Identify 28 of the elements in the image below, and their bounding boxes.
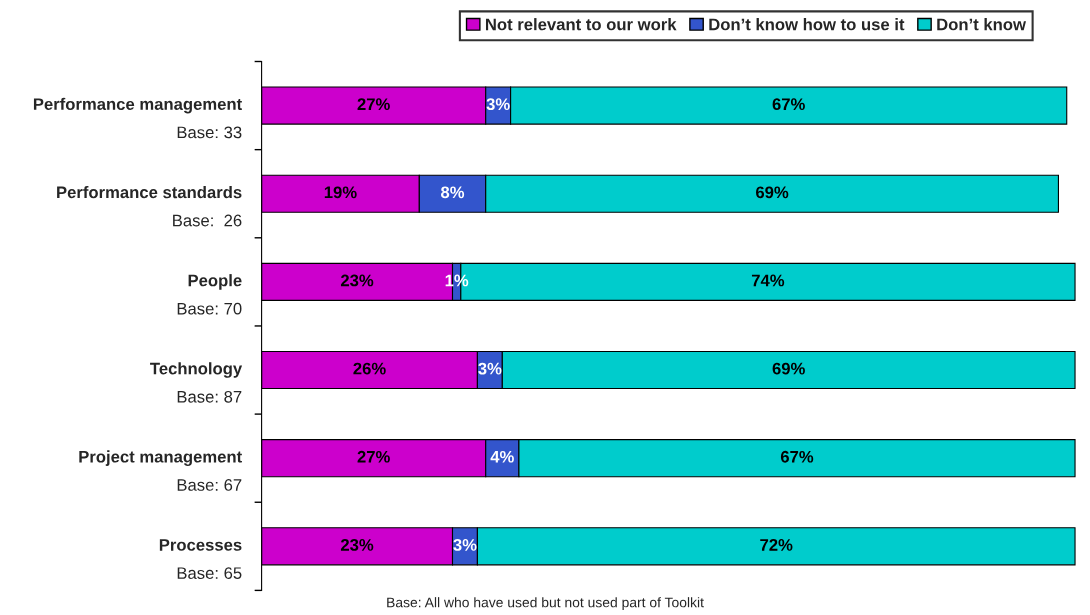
data-label: 23% — [340, 274, 374, 287]
data-label: 27% — [357, 450, 390, 463]
legend-label: Don’t know — [937, 18, 1026, 31]
y-tick-label: Performance management Base: 33 — [33, 97, 242, 139]
data-label: 69% — [772, 362, 805, 375]
y-tick-label: Performance standards Base: 26 — [57, 185, 242, 227]
data-label: 67% — [772, 98, 805, 111]
data-label: 26% — [353, 362, 386, 375]
data-label: 3% — [486, 98, 510, 111]
data-label: 3% — [453, 539, 477, 551]
text: Base: All who have used but not used part of Toolkit — [387, 597, 704, 611]
data-label: 27% — [357, 98, 390, 111]
legend-label: Not relevant to our work — [485, 18, 677, 31]
y-tick-label: Processes Base: 65 — [159, 539, 242, 580]
data-label: 8% — [440, 186, 465, 199]
y-tick-label: People Base: 70 — [177, 274, 242, 315]
y-tick-label: Technology Base: 87 — [150, 362, 243, 403]
legend-label: Don’t know how to use it — [709, 18, 905, 31]
data-label: 72% — [760, 539, 793, 551]
data-label: 19% — [324, 186, 357, 199]
data-label: 69% — [756, 186, 789, 199]
y-tick-label: Project management Base: 67 — [79, 450, 242, 491]
data-label: 74% — [751, 274, 785, 287]
data-label: 1% — [445, 274, 469, 287]
data-label: 23% — [340, 539, 374, 551]
data-label: 3% — [478, 362, 502, 375]
data-label: 67% — [780, 450, 814, 463]
data-label: 4% — [490, 450, 514, 463]
